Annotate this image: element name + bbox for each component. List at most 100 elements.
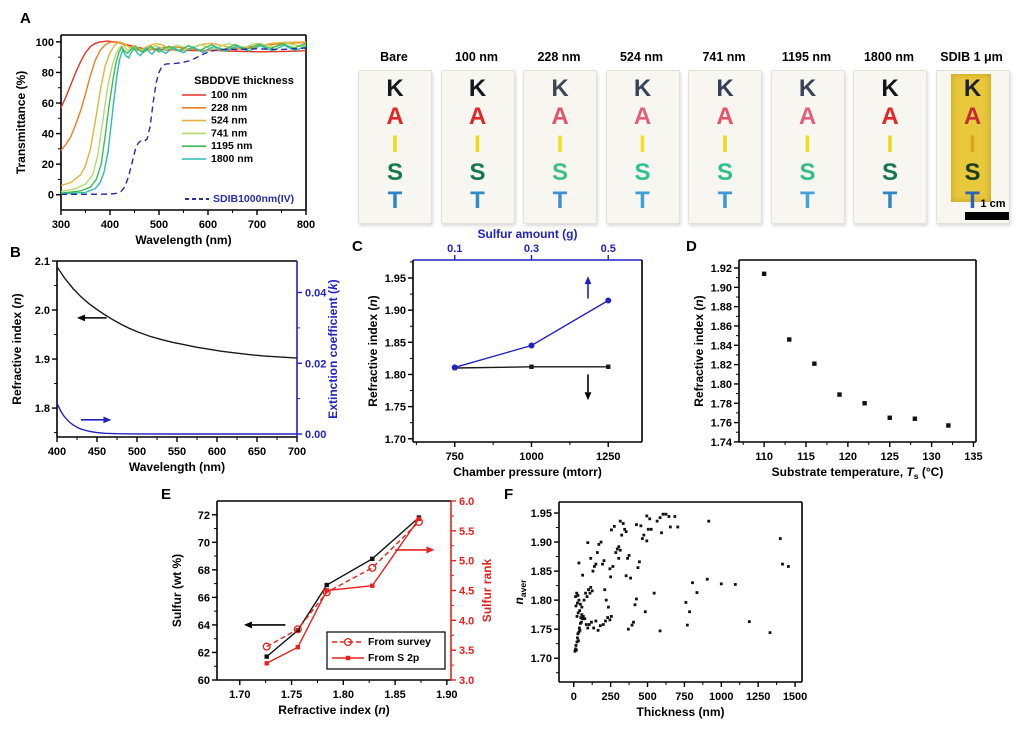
y2-tick-label: 6.0	[459, 496, 474, 508]
data-point-square	[581, 573, 585, 577]
data-point-square	[614, 551, 618, 554]
y-tick-label: 1.75	[531, 624, 552, 636]
data-point-square	[576, 611, 580, 615]
letter-k: K	[963, 75, 982, 102]
data-point-square	[667, 515, 671, 518]
y2-tick-label: 4.5	[459, 586, 474, 598]
x-tick-label: 1000	[709, 691, 733, 703]
data-point-square	[688, 610, 691, 614]
data-point-square	[574, 595, 577, 599]
legend-entry-label: SDIB1000nm(IV)	[213, 193, 294, 205]
legend-box	[326, 631, 446, 670]
data-point-square	[592, 626, 596, 630]
letter-t: T	[882, 187, 898, 214]
data-point-square	[584, 591, 587, 595]
data-point-square	[587, 588, 590, 592]
data-point-square	[586, 626, 590, 630]
y-tick-label: 1.90	[711, 282, 732, 294]
data-point-square	[578, 609, 582, 612]
data-point-circle-open	[293, 625, 302, 634]
y-tick-label: 72	[198, 510, 210, 522]
data-point-square	[370, 583, 375, 588]
y-tick-label: 64	[198, 620, 211, 632]
y-tick-label: 2.0	[35, 305, 50, 317]
data-point-square	[608, 567, 612, 571]
letter-i: I	[639, 131, 646, 158]
data-point-square	[580, 617, 584, 621]
letter-s: S	[799, 159, 816, 186]
data-point-square	[578, 602, 582, 606]
data-point-square	[577, 639, 580, 643]
data-point-square	[611, 565, 615, 568]
series-line-vs-sulfur-amount	[454, 299, 609, 369]
data-point-circle-open	[343, 637, 353, 647]
data-point-square	[649, 527, 653, 531]
data-point-square	[595, 551, 599, 554]
x2-tick-label: 0.3	[524, 243, 539, 255]
scale-bar	[964, 212, 1009, 220]
y-tick-label: 1.92	[711, 263, 732, 275]
data-point-square	[588, 591, 592, 595]
y-tick-label: 1.80	[531, 595, 552, 607]
data-point-square	[707, 519, 711, 523]
polymer-film-overlay	[950, 74, 991, 202]
data-point-circle	[605, 297, 612, 304]
x-tick-label: 1000	[519, 451, 543, 463]
data-point-square	[623, 527, 627, 531]
data-point-square	[618, 548, 622, 552]
panel-label-b: B	[10, 244, 21, 261]
data-point-square	[576, 594, 580, 597]
letter-s: S	[469, 159, 486, 186]
annotation-arrow-head	[584, 276, 592, 285]
data-point-square	[596, 628, 600, 632]
y-tick-label: 1.84	[711, 340, 733, 352]
sample-label: 1800 nm	[863, 50, 915, 64]
data-point-square	[529, 364, 534, 369]
y-tick-label: 1.70	[531, 653, 552, 665]
data-point-circle-open	[262, 642, 271, 651]
y-tick-label: 1.78	[711, 398, 732, 410]
data-point-square	[640, 537, 644, 540]
y-axis-title: Refractive index (n)	[10, 293, 24, 404]
data-point-square	[575, 648, 578, 652]
data-point-square	[576, 632, 580, 636]
data-point-square	[661, 512, 665, 516]
data-point-circle-open	[368, 563, 377, 572]
x-axis-title: Wavelength (nm)	[129, 460, 225, 474]
y-tick-label: 1.75	[385, 402, 406, 414]
data-point-square	[636, 566, 640, 570]
data-point-square	[609, 614, 613, 618]
y-axis-title: Sulfur (wt %)	[170, 554, 184, 627]
x-tick-label: 1.85	[384, 689, 405, 701]
y-tick-label: 1.70	[385, 434, 406, 446]
y-tick-label: 1.74	[711, 437, 733, 449]
data-point-square	[576, 636, 579, 640]
letter-i: I	[556, 131, 564, 158]
data-point-square	[264, 654, 269, 659]
panel-label-c: C	[352, 238, 363, 255]
legend-title: SBDDVE thickness	[194, 75, 294, 87]
legend-entry-label: 741 nm	[211, 127, 247, 139]
letter-s: S	[964, 159, 981, 186]
letter-t: T	[635, 187, 650, 214]
annotation-arrow-head	[77, 314, 85, 322]
data-point-square	[639, 524, 643, 528]
data-point-square	[593, 565, 596, 568]
x-tick-label: 650	[248, 446, 266, 458]
y-tick-label: 68	[198, 565, 210, 577]
letter-i: I	[804, 131, 811, 158]
y-tick-label: 1.8	[35, 403, 50, 415]
x-tick-label: 135	[964, 451, 982, 463]
sample-label: SDIB 1 μm	[940, 50, 1003, 64]
data-point-square	[345, 655, 351, 661]
y2-tick-label: 5.5	[459, 526, 474, 538]
letter-i: I	[969, 131, 976, 158]
data-point-square	[624, 574, 628, 578]
y-tick-label: 66	[198, 592, 210, 604]
x-tick-label: 0	[571, 691, 577, 703]
y2-tick-label: 0.04	[305, 287, 327, 299]
data-point-square	[946, 423, 951, 428]
data-point-square	[295, 644, 300, 650]
